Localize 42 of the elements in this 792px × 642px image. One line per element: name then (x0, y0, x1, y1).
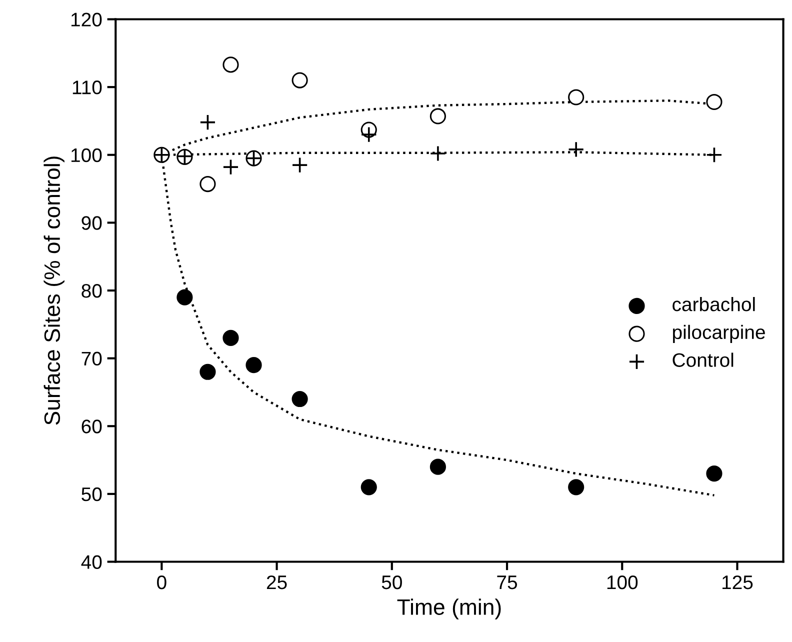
point (200, 364, 216, 380)
y-tick-label: 90 (82, 216, 102, 230)
point (706, 146, 722, 164)
y-tick-label: 80 (82, 284, 102, 298)
point (706, 94, 722, 110)
y-axis-title: Surface Sites (% of control) (44, 156, 64, 425)
x-tick-label: 50 (382, 575, 402, 590)
legend-label: pilocarpine (673, 324, 765, 343)
point (200, 114, 216, 131)
x-tick-label: 100 (607, 575, 638, 590)
x-tick-label: 125 (722, 575, 753, 590)
point (292, 156, 308, 174)
y-tick-label: 120 (71, 12, 102, 26)
point (176, 289, 193, 306)
y-tick-label: 40 (81, 555, 102, 569)
point (430, 458, 446, 475)
point (360, 479, 377, 496)
x-tick-label: 0 (157, 575, 166, 590)
y-tick-label: 110 (72, 80, 102, 94)
x-axis-title: Time (min) (397, 598, 501, 620)
y-tick-label: 100 (71, 148, 102, 162)
legend-label: carbachol (672, 296, 755, 312)
point (222, 330, 239, 346)
point (360, 126, 378, 143)
point (292, 72, 308, 88)
point (568, 89, 584, 106)
point (568, 479, 584, 496)
point (292, 390, 308, 408)
point (222, 56, 239, 73)
point (246, 357, 262, 374)
x-tick-label: 75 (497, 576, 518, 590)
x-tick-label: 25 (266, 575, 287, 590)
point (706, 466, 722, 482)
point (222, 158, 239, 176)
y-tick-label: 50 (82, 487, 102, 502)
point (430, 145, 446, 162)
legend-label: Control (672, 352, 734, 367)
point (430, 108, 446, 124)
y-tick-label: 60 (82, 420, 102, 434)
point (200, 176, 216, 192)
y-tick-label: 70 (82, 352, 102, 366)
point (568, 141, 584, 158)
